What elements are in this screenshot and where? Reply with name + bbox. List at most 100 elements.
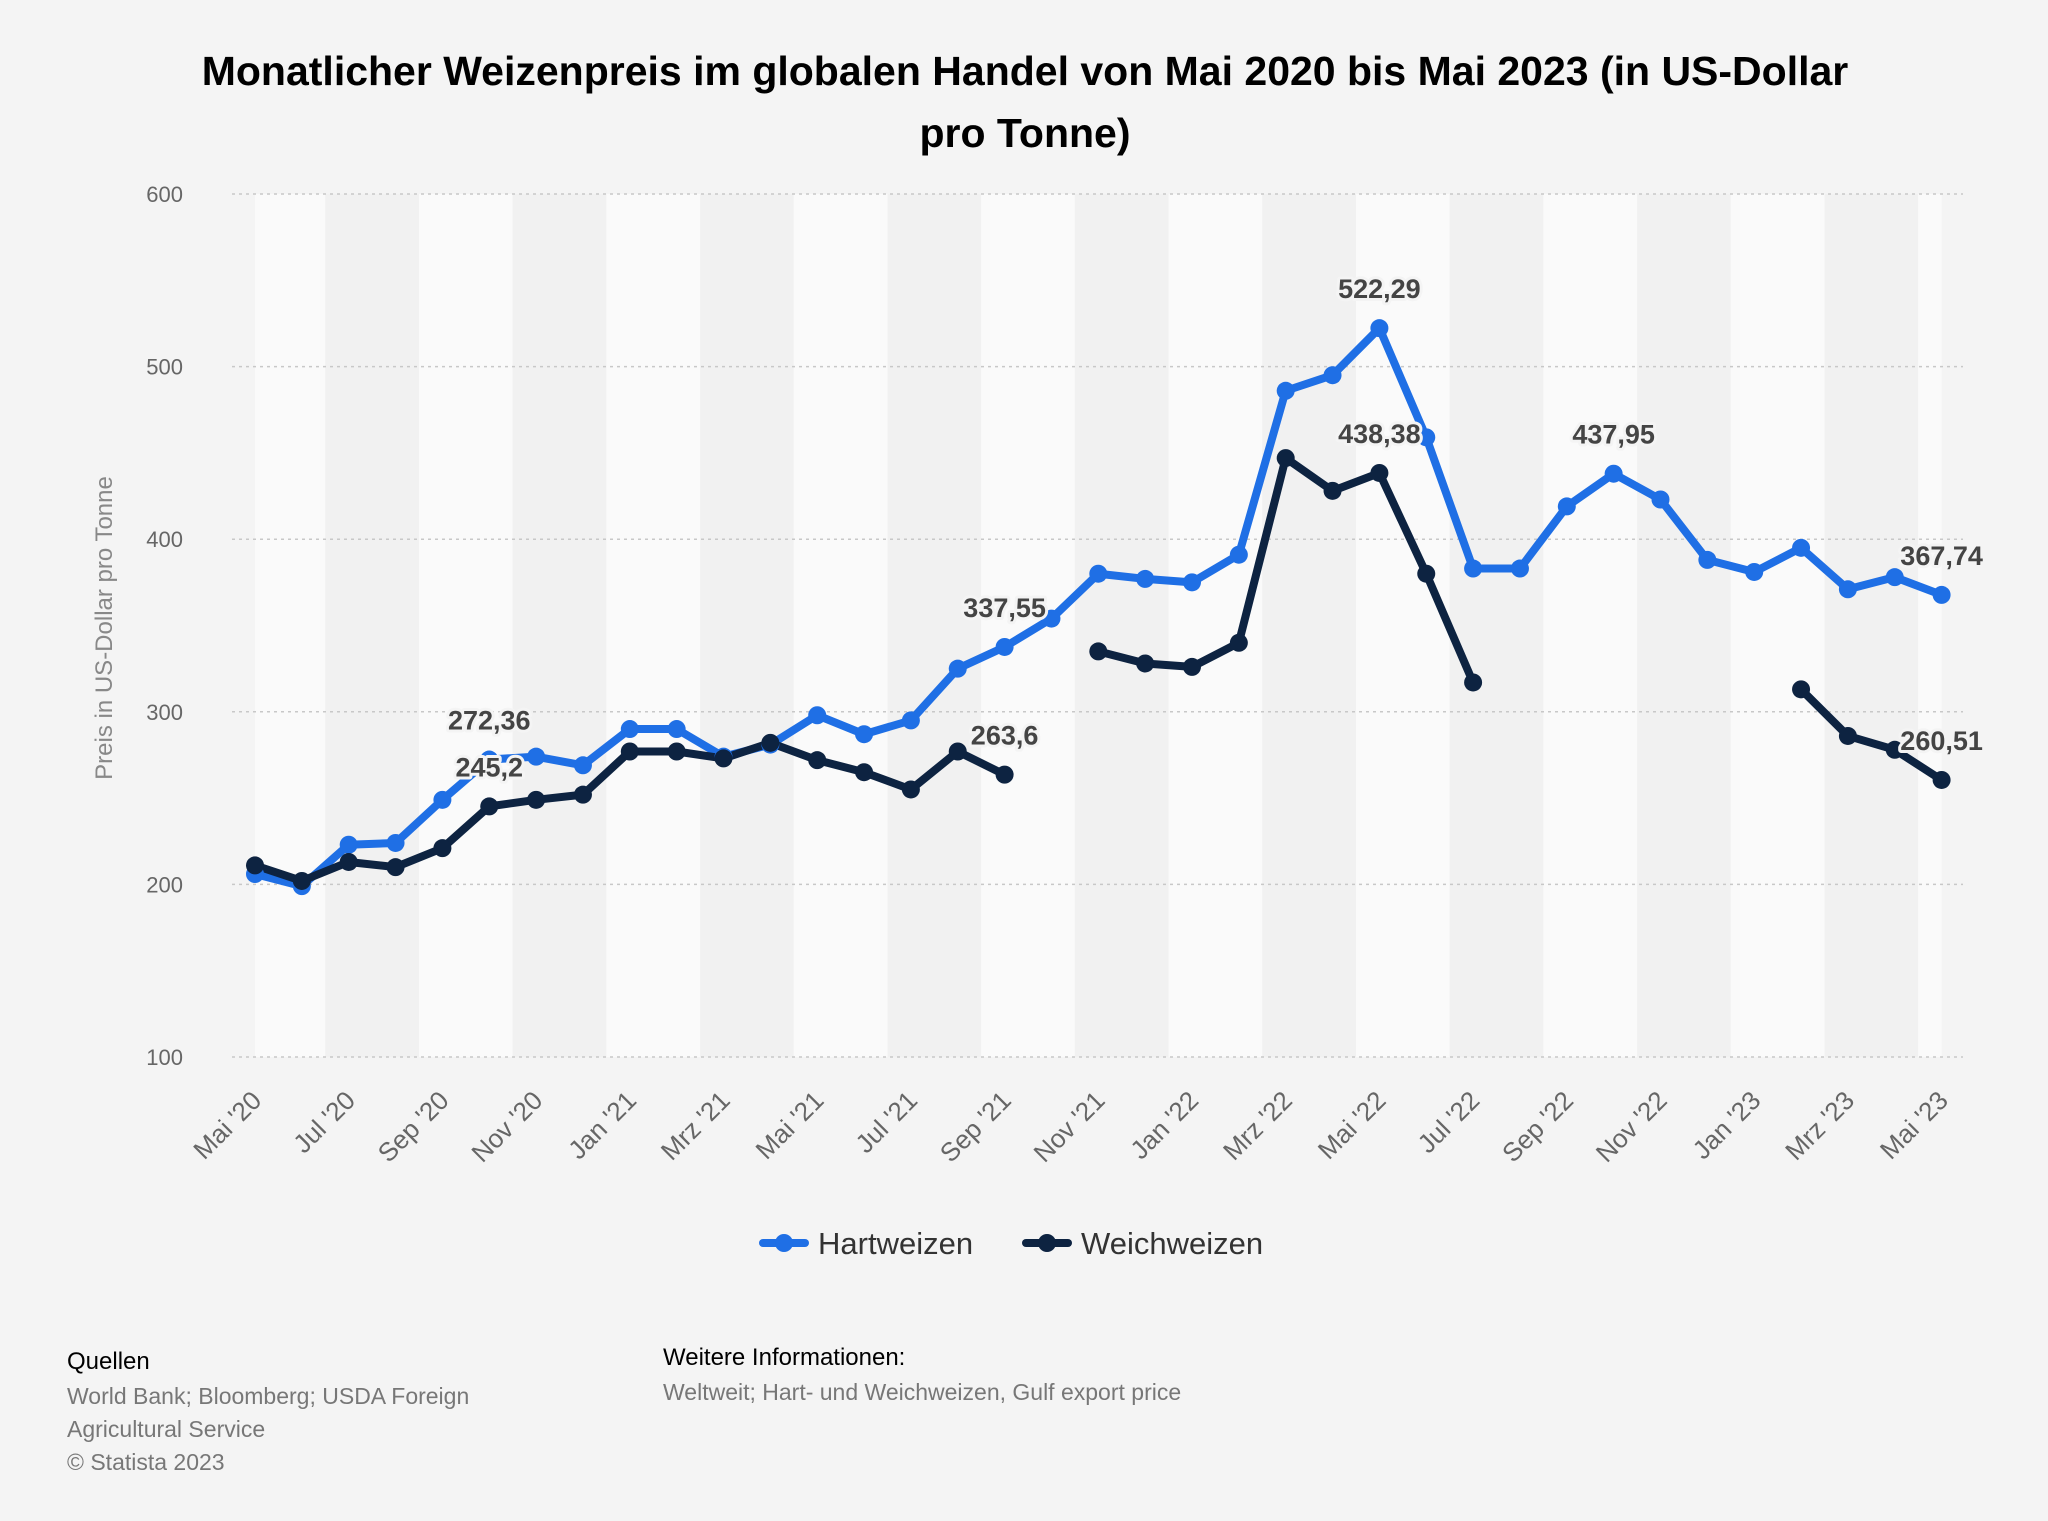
plot-band — [793, 194, 888, 1057]
data-point-hartweizen[interactable] — [620, 720, 639, 739]
data-point-weichweizen[interactable] — [1276, 449, 1295, 468]
x-tick-label: Sep '20 — [372, 1085, 455, 1168]
plot-band — [1074, 194, 1169, 1057]
legend-item-hartweizen[interactable]: Hartweizen — [759, 1226, 973, 1261]
data-point-hartweizen[interactable] — [1229, 545, 1248, 564]
data-point-hartweizen[interactable] — [527, 747, 546, 766]
data-label-hartweizen: 437,95 — [1572, 420, 1655, 450]
data-point-hartweizen[interactable] — [1323, 366, 1342, 385]
data-point-weichweizen[interactable] — [1229, 633, 1248, 652]
x-tick-label: Mai '22 — [1312, 1085, 1392, 1165]
data-point-weichweizen[interactable] — [948, 742, 967, 761]
sources-line-1: World Bank; Bloomberg; USDA Foreign — [67, 1383, 470, 1409]
series-line-weichweizen — [1797, 685, 1946, 784]
data-point-weichweizen[interactable] — [527, 790, 546, 809]
x-tick-label: Sep '21 — [934, 1085, 1017, 1168]
data-point-hartweizen[interactable] — [808, 706, 827, 725]
info-heading[interactable]: Weitere Informationen: — [663, 1344, 906, 1371]
x-tick-label: Sep '22 — [1496, 1085, 1579, 1168]
x-tick-label: Jul '21 — [849, 1085, 923, 1159]
data-point-hartweizen[interactable] — [667, 720, 686, 739]
data-point-hartweizen[interactable] — [1370, 319, 1389, 338]
data-point-weichweizen[interactable] — [855, 763, 874, 782]
data-point-weichweizen[interactable] — [339, 852, 358, 871]
data-point-hartweizen[interactable] — [1604, 464, 1623, 483]
data-label-weichweizen: 438,38 — [1338, 419, 1421, 449]
data-point-weichweizen[interactable] — [1323, 481, 1342, 500]
data-point-hartweizen[interactable] — [1557, 497, 1576, 516]
x-tick-label: Jan '23 — [1687, 1085, 1767, 1165]
y-tick-label: 300 — [146, 700, 183, 725]
legend-label-hartweizen: Hartweizen — [818, 1226, 973, 1261]
data-point-hartweizen[interactable] — [1417, 428, 1436, 447]
data-point-hartweizen[interactable] — [339, 835, 358, 854]
data-point-weichweizen[interactable] — [386, 858, 405, 877]
plot-band — [1262, 194, 1356, 1057]
data-point-hartweizen[interactable] — [1042, 609, 1061, 628]
data-point-hartweizen[interactable] — [1136, 569, 1155, 588]
data-point-weichweizen[interactable] — [901, 780, 920, 799]
plot-band — [512, 194, 607, 1057]
data-label-hartweizen: 522,29 — [1338, 274, 1421, 304]
y-tick-label: 100 — [146, 1045, 183, 1070]
data-point-hartweizen[interactable] — [1885, 568, 1904, 587]
data-point-hartweizen[interactable] — [386, 833, 405, 852]
data-point-hartweizen[interactable] — [1276, 381, 1295, 400]
data-point-weichweizen[interactable] — [1885, 740, 1904, 759]
data-point-weichweizen[interactable] — [1932, 770, 1951, 789]
data-point-weichweizen[interactable] — [1370, 463, 1389, 482]
data-point-weichweizen[interactable] — [1417, 564, 1436, 583]
data-point-hartweizen[interactable] — [1510, 559, 1529, 578]
data-point-weichweizen[interactable] — [1792, 680, 1811, 699]
x-axis-ticks: Mai '20 Jul '20 Sep '20 Nov '20 Jan '21 Mrz '… — [187, 1085, 1954, 1168]
data-point-hartweizen[interactable] — [1651, 490, 1670, 509]
data-point-hartweizen[interactable] — [1792, 538, 1811, 557]
y-tick-label: 500 — [146, 355, 183, 380]
data-point-hartweizen[interactable] — [1932, 585, 1951, 604]
data-point-weichweizen[interactable] — [573, 785, 592, 804]
plot-band — [255, 194, 326, 1057]
data-point-weichweizen[interactable] — [995, 765, 1014, 784]
data-point-hartweizen[interactable] — [855, 725, 874, 744]
data-point-hartweizen[interactable] — [1745, 562, 1764, 581]
data-point-weichweizen[interactable] — [1183, 657, 1201, 676]
data-point-weichweizen[interactable] — [480, 797, 499, 816]
data-point-weichweizen[interactable] — [620, 742, 639, 761]
data-point-hartweizen[interactable] — [1838, 580, 1857, 599]
plot-band — [1824, 194, 1919, 1057]
data-labels: 272,36 337,55 522,29 437,95 367,74 245,2 263,6… — [445, 271, 1986, 785]
data-point-hartweizen[interactable] — [573, 756, 592, 775]
data-point-weichweizen[interactable] — [667, 742, 686, 761]
copyright: © Statista 2023 — [67, 1449, 225, 1475]
data-point-hartweizen[interactable] — [901, 711, 920, 730]
legend-label-weichweizen: Weichweizen — [1081, 1226, 1263, 1261]
data-point-weichweizen[interactable] — [246, 856, 264, 875]
chart-title: Monatlicher Weizenpreis im globalen Hand… — [201, 48, 1849, 156]
data-point-hartweizen[interactable] — [1698, 550, 1717, 569]
sources-line-2: Agricultural Service — [67, 1416, 266, 1442]
data-point-hartweizen[interactable] — [433, 790, 452, 809]
data-point-hartweizen[interactable] — [1089, 564, 1108, 583]
data-point-hartweizen[interactable] — [1464, 559, 1483, 578]
data-point-hartweizen[interactable] — [995, 637, 1014, 656]
data-point-weichweizen[interactable] — [1089, 642, 1108, 661]
data-point-weichweizen[interactable] — [1136, 654, 1155, 673]
plot-band — [1637, 194, 1731, 1057]
data-point-weichweizen[interactable] — [292, 871, 311, 890]
data-point-hartweizen[interactable] — [948, 659, 967, 678]
data-point-weichweizen[interactable] — [714, 749, 733, 768]
data-point-weichweizen[interactable] — [433, 839, 452, 858]
plot-band — [981, 194, 1075, 1057]
data-point-weichweizen[interactable] — [808, 751, 827, 770]
data-point-weichweizen[interactable] — [1838, 726, 1857, 745]
data-point-hartweizen[interactable] — [1183, 573, 1201, 592]
data-point-weichweizen[interactable] — [761, 733, 780, 752]
data-label-weichweizen: 260,51 — [1900, 726, 1983, 756]
y-tick-label: 200 — [146, 872, 183, 897]
info-text: Weltweit; Hart- und Weichweizen, Gulf ex… — [663, 1379, 1182, 1405]
data-point-weichweizen[interactable] — [1464, 673, 1483, 692]
x-tick-label: Nov '21 — [1028, 1085, 1111, 1168]
plot-band — [325, 194, 419, 1057]
data-point-hartweizen[interactable] — [480, 750, 499, 769]
legend-item-weichweizen[interactable]: Weichweizen — [1022, 1226, 1263, 1261]
